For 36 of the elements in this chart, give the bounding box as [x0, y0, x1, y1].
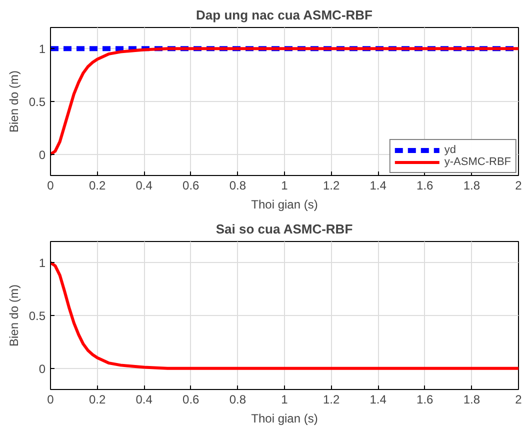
- legend-label: yd: [444, 144, 458, 156]
- x-tick-label: 0: [47, 392, 54, 406]
- x-tick-label: 2: [515, 178, 522, 192]
- x-tick-label: 0.6: [182, 178, 200, 192]
- y-tick-label: 1: [38, 42, 46, 56]
- x-tick-label: 0.8: [229, 392, 246, 406]
- x-tick-label: 1.8: [463, 178, 480, 192]
- x-tick-label: 0.2: [88, 178, 106, 192]
- legend-label: y-ASMC-RBF: [444, 156, 511, 168]
- x-axis-title: Thoi gian (s): [251, 412, 318, 426]
- x-tick-label: 1: [281, 392, 288, 406]
- x-tick-label: 1: [281, 178, 288, 192]
- x-tick-label: 0: [47, 178, 54, 192]
- y-axis-title: Bien do (m): [6, 70, 21, 133]
- x-tick-label: 0.2: [88, 392, 106, 406]
- y-tick-label: 1: [38, 256, 46, 270]
- chart-title: Dap ung nac cua ASMC-RBF: [196, 8, 373, 22]
- y-tick-label: 0: [38, 362, 46, 376]
- x-tick-label: 1.6: [416, 178, 434, 192]
- x-tick-label: 0.4: [136, 178, 153, 192]
- x-axis-title: Thoi gian (s): [251, 198, 318, 212]
- x-tick-label: 1.2: [322, 178, 340, 192]
- x-tick-label: 1.6: [416, 392, 434, 406]
- y-tick-label: 0.5: [28, 309, 46, 323]
- y-axis-title: Bien do (m): [6, 284, 21, 347]
- x-tick-label: 1.4: [370, 392, 387, 406]
- x-tick-label: 1.8: [463, 392, 480, 406]
- x-tick-label: 0.4: [136, 392, 153, 406]
- x-tick-label: 0.8: [229, 178, 246, 192]
- chart-title: Sai so cua ASMC-RBF: [216, 222, 353, 236]
- y-tick-label: 0: [38, 148, 46, 162]
- x-tick-label: 2: [515, 392, 522, 406]
- x-tick-label: 1.2: [322, 392, 340, 406]
- x-tick-label: 1.4: [370, 178, 387, 192]
- y-tick-label: 0.5: [28, 95, 46, 109]
- x-tick-label: 0.6: [182, 392, 200, 406]
